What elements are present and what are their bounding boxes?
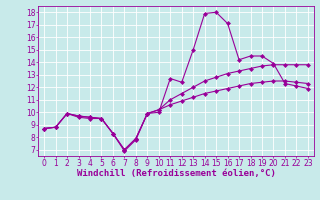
- X-axis label: Windchill (Refroidissement éolien,°C): Windchill (Refroidissement éolien,°C): [76, 169, 276, 178]
